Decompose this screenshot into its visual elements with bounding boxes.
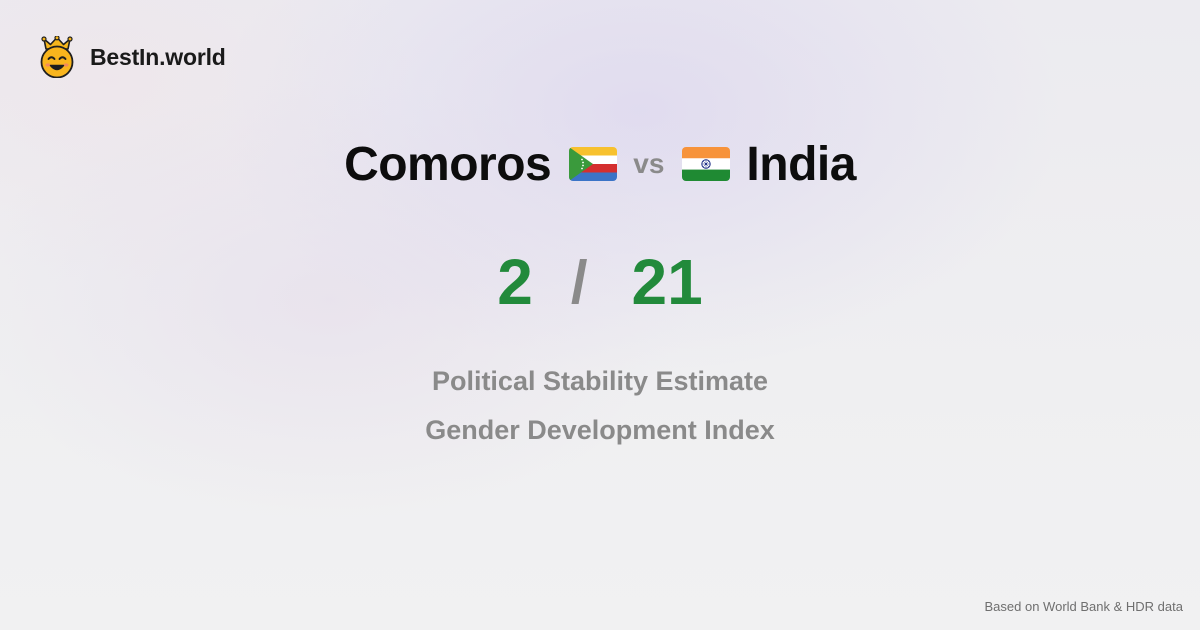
right-rank-value: 21 [631, 246, 703, 318]
rank-separator: / [570, 248, 588, 316]
comoros-flag-icon [569, 147, 618, 181]
data-source-note: Based on World Bank & HDR data [984, 599, 1183, 614]
rank-comparison: 2 / 21 [0, 244, 1200, 320]
right-country-name: India [746, 137, 856, 191]
left-rank-value: 2 [497, 246, 533, 318]
smiling-face-with-crown-icon [40, 36, 74, 78]
india-flag-icon [682, 147, 731, 181]
vs-label: vs [633, 148, 665, 179]
brand-name[interactable]: BestIn.world [90, 43, 226, 70]
brand-header[interactable]: BestIn.world [38, 36, 226, 78]
comparison-title: Comoros vs India [0, 132, 1200, 196]
left-country-name: Comoros [344, 137, 552, 191]
metric-label-political-stability: Political Stability Estimate [431, 366, 769, 396]
metric-label-gender-development: Gender Development Index [425, 415, 775, 445]
